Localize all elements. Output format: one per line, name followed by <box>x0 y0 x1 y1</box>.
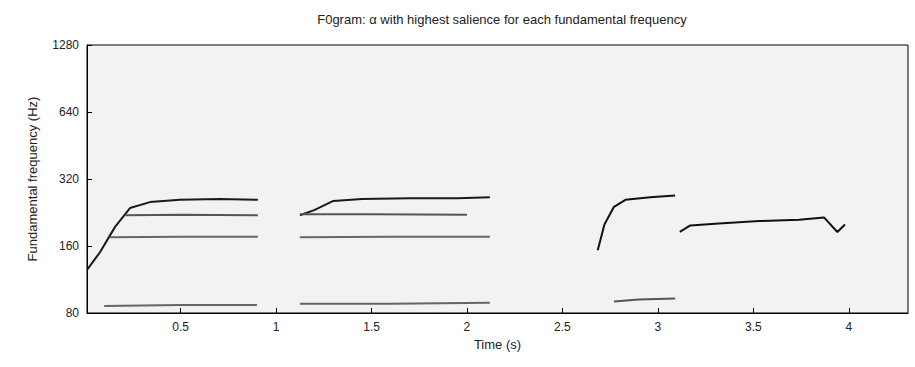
svg-text:1: 1 <box>273 320 280 334</box>
svg-text:640: 640 <box>59 105 79 119</box>
svg-text:4: 4 <box>845 320 852 334</box>
svg-text:320: 320 <box>59 172 79 186</box>
svg-text:2.5: 2.5 <box>554 320 571 334</box>
svg-text:1.5: 1.5 <box>363 320 380 334</box>
svg-text:Time (s): Time (s) <box>474 337 521 352</box>
svg-text:160: 160 <box>59 239 79 253</box>
svg-text:3.5: 3.5 <box>745 320 762 334</box>
svg-text:F0gram: α with highest salienc: F0gram: α with highest salience for each… <box>317 12 687 27</box>
svg-text:1280: 1280 <box>52 38 79 52</box>
svg-text:3: 3 <box>655 320 662 334</box>
svg-text:0.5: 0.5 <box>172 320 189 334</box>
svg-text:80: 80 <box>66 306 80 320</box>
svg-text:Fundamental frequency (Hz): Fundamental frequency (Hz) <box>25 97 40 262</box>
svg-text:2: 2 <box>464 320 471 334</box>
